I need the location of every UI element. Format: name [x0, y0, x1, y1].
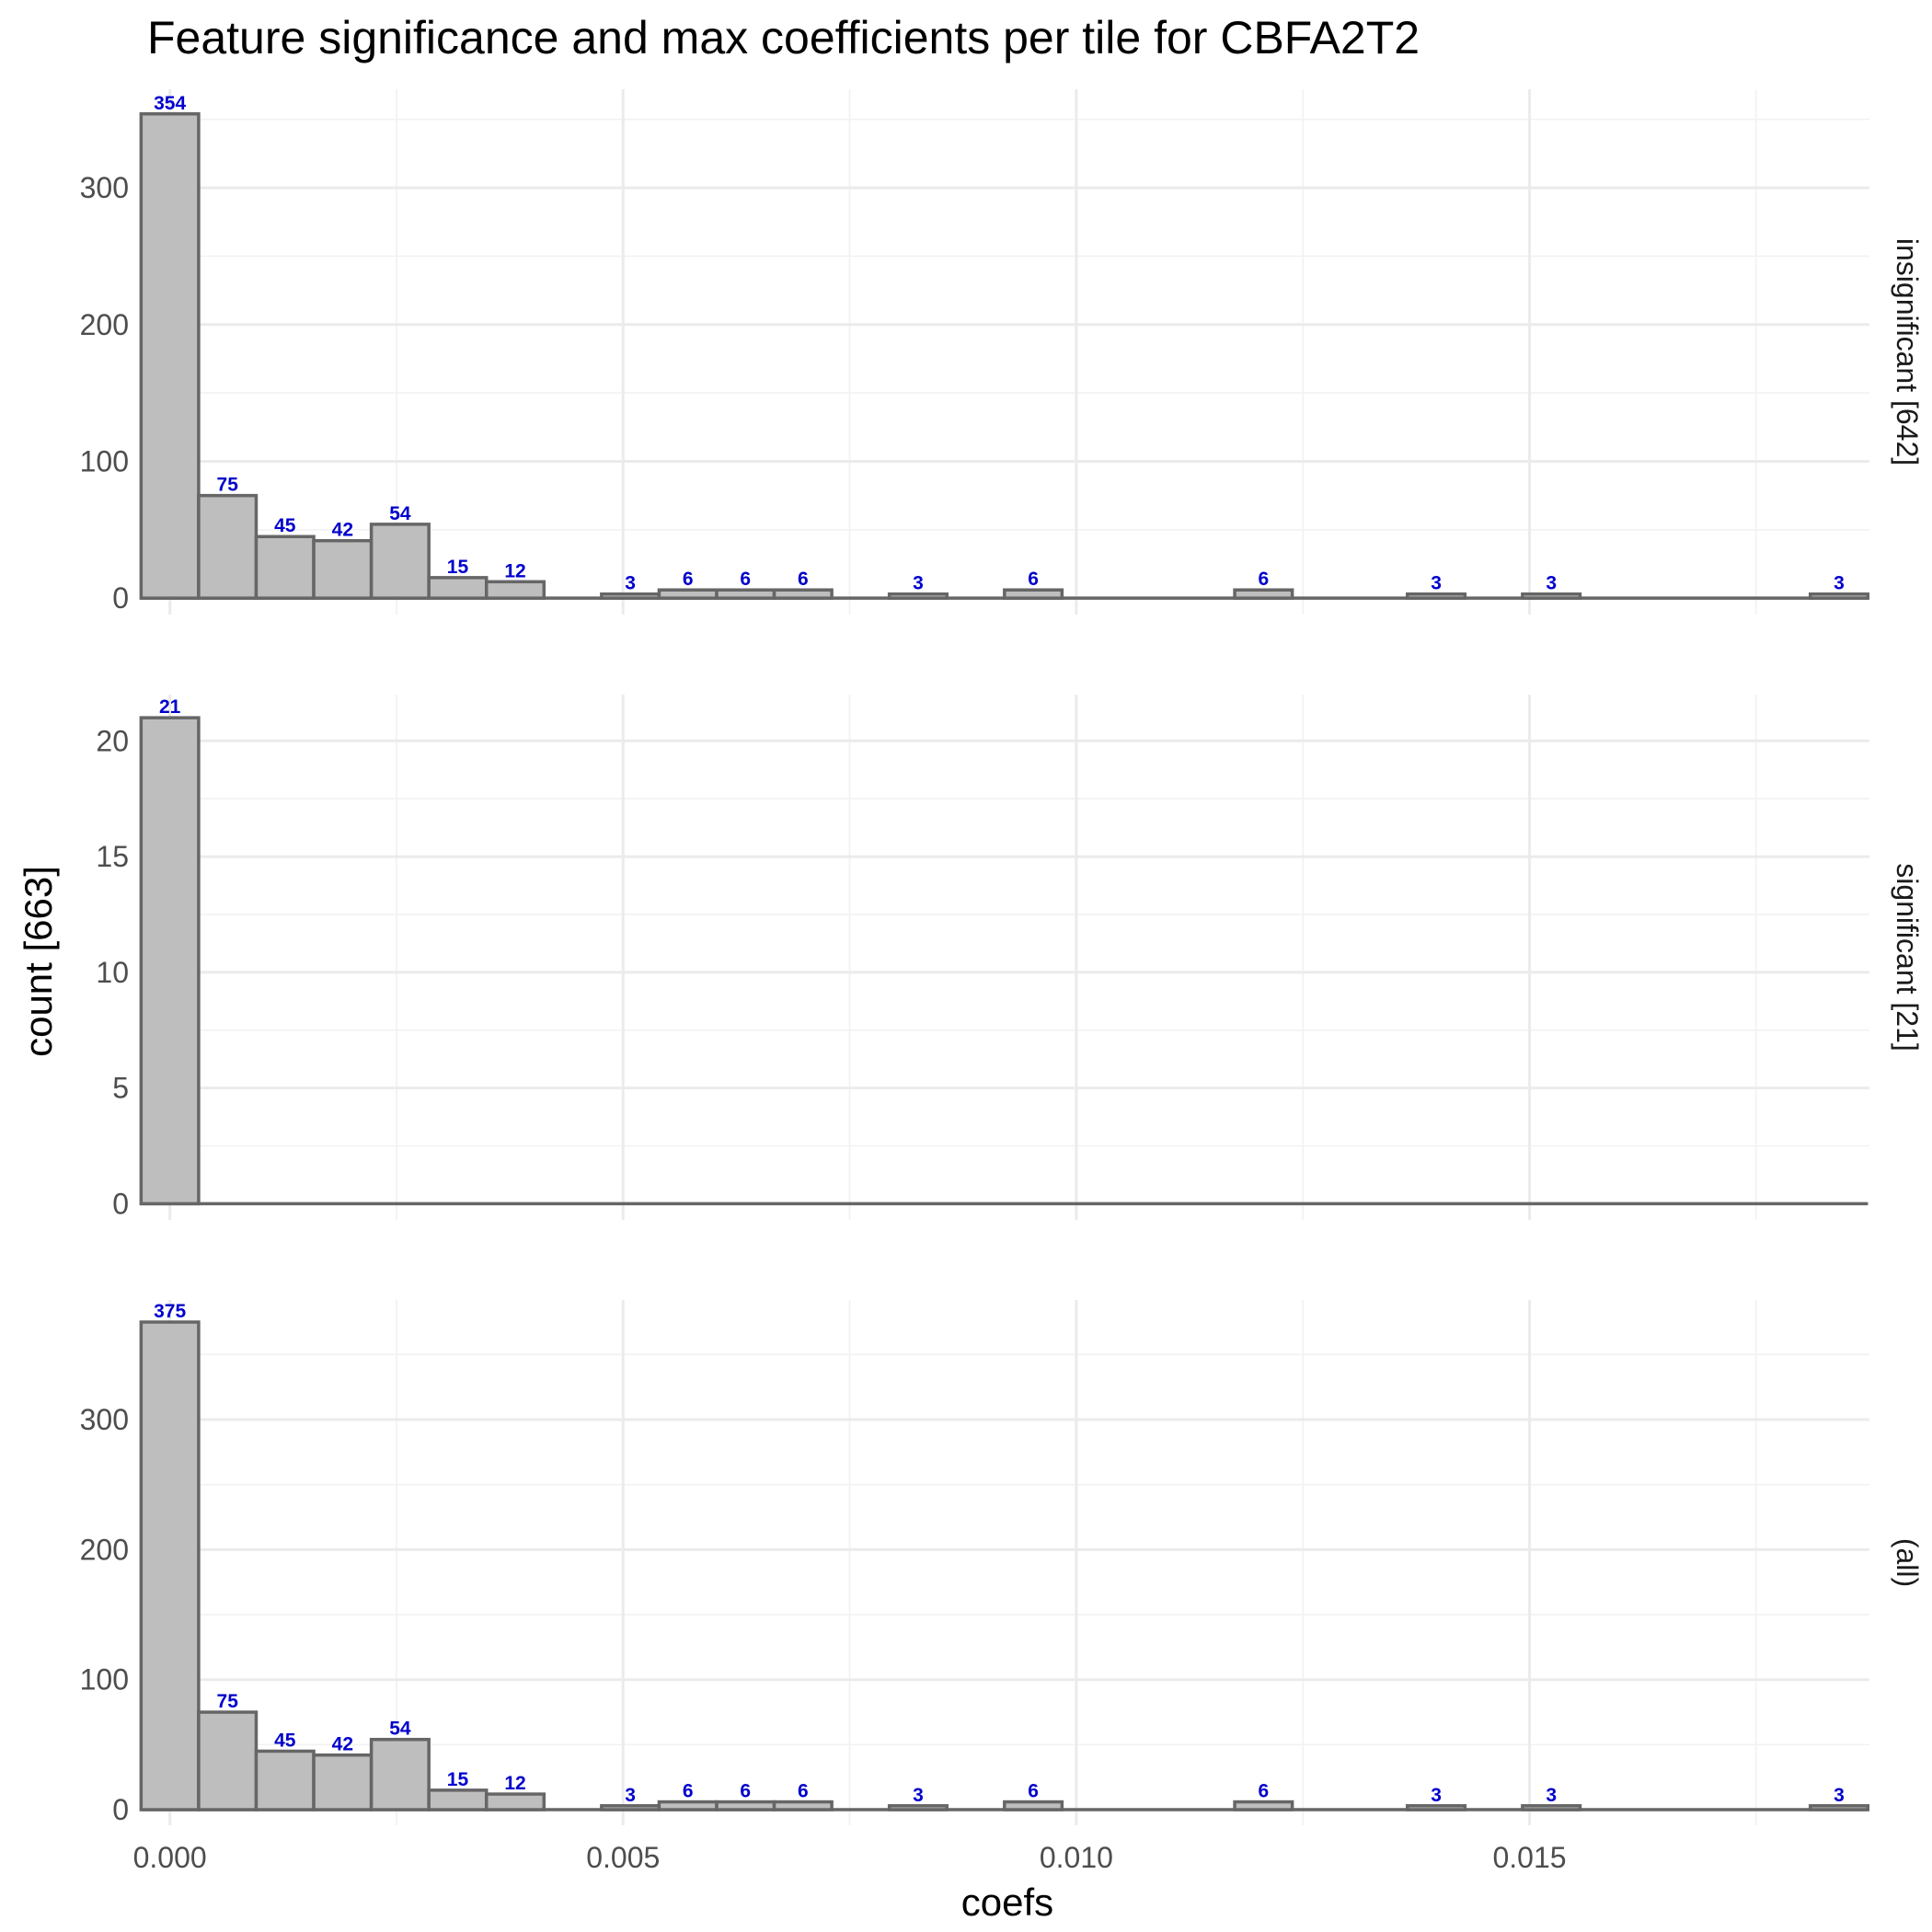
panel-significant: 0 5 10 15 20 21 significant [21] [96, 695, 1924, 1220]
histogram-bar [1808, 1804, 1870, 1811]
histogram-bar [1233, 588, 1294, 600]
bar-count-label: 3 [913, 1785, 924, 1806]
bar-count-label: 354 [154, 93, 186, 114]
histogram-bar [139, 112, 201, 600]
histogram-bar [1003, 588, 1064, 600]
histogram-bar [1233, 1800, 1294, 1811]
facet-strip-label: significant [21] [1891, 863, 1924, 1052]
x-tick-label: 0.010 [1040, 1841, 1113, 1874]
histogram-bar [369, 523, 431, 600]
bar-count-label: 3 [625, 1785, 636, 1806]
bar-count-label: 21 [159, 696, 181, 718]
x-tick-label: 0.015 [1492, 1841, 1566, 1874]
histogram-bar [254, 1749, 316, 1811]
histogram-bar [197, 1710, 259, 1811]
x-axis-ticks: 0.000 0.005 0.010 0.015 [133, 1841, 1567, 1874]
y-tick-label: 10 [96, 956, 129, 989]
bar-count-label: 42 [332, 1734, 353, 1755]
bar-count-label: 375 [154, 1301, 186, 1322]
histogram-bar [484, 1792, 546, 1811]
y-tick-label: 100 [80, 444, 129, 477]
bar-count-label: 42 [332, 520, 353, 541]
histogram-bar [197, 493, 259, 600]
bar-count-label: 75 [217, 1691, 239, 1712]
histogram-bar [600, 592, 661, 600]
y-tick-label: 100 [80, 1663, 129, 1696]
x-tick-label: 0.005 [586, 1841, 660, 1874]
histogram-bar [1808, 592, 1870, 600]
bar-count-label: 3 [1431, 573, 1442, 594]
bar-count-label: 54 [389, 1719, 411, 1740]
y-tick-label: 0 [112, 581, 129, 615]
bar-count-label: 3 [1546, 573, 1557, 594]
histogram-bar [657, 588, 719, 600]
bar-count-label: 6 [740, 1781, 751, 1802]
histogram-bar [427, 1788, 489, 1811]
histogram-bar [772, 1800, 834, 1811]
histogram-bar [887, 592, 949, 600]
bar-count-label: 3 [1834, 1785, 1845, 1806]
x-tick-label: 0.000 [133, 1841, 207, 1874]
y-tick-label: 300 [80, 1403, 129, 1436]
facet-strip-label: insignificant [642] [1891, 238, 1924, 466]
bar-count-label: 12 [504, 560, 525, 581]
histogram-bar [715, 1800, 776, 1811]
histogram-bar [772, 588, 834, 600]
bar-count-label: 6 [798, 1781, 809, 1802]
bar-count-label: 75 [217, 475, 239, 496]
bar-count-label: 6 [683, 1781, 694, 1802]
bar-count-label: 6 [1028, 1781, 1039, 1802]
y-tick-label: 200 [80, 1533, 129, 1566]
histogram-bar [139, 1320, 201, 1811]
x-axis-label: coefs [961, 1880, 1053, 1924]
histogram-bar [1003, 1800, 1064, 1811]
histogram-bar [1406, 1804, 1467, 1811]
histogram-bar [600, 1804, 661, 1811]
bar-count-label: 15 [447, 1769, 469, 1790]
y-tick-label: 20 [96, 724, 129, 757]
y-tick-label: 0 [112, 1793, 129, 1826]
y-axis-label: count [663] [17, 866, 60, 1057]
chart-title: Feature significance and max coefficient… [147, 12, 1420, 63]
bar-count-label: 45 [274, 1730, 296, 1751]
histogram-bar [1521, 592, 1582, 600]
histogram-bar [1406, 592, 1467, 600]
histogram-bar [657, 1800, 719, 1811]
histogram-bar [369, 1737, 431, 1811]
bar-count-label: 6 [1028, 569, 1039, 590]
bar-count-label: 3 [625, 573, 636, 594]
histogram-bar [312, 538, 374, 600]
bar-count-label: 3 [1546, 1785, 1557, 1806]
y-tick-label: 200 [80, 308, 129, 341]
histogram-bar [427, 576, 489, 600]
histogram-bar [312, 1753, 374, 1811]
bar-count-label: 6 [740, 569, 751, 590]
bar-count-label: 3 [1431, 1785, 1442, 1806]
histogram-bar [484, 580, 546, 600]
bar-count-label: 6 [798, 569, 809, 590]
y-tick-label: 300 [80, 171, 129, 204]
bar-count-label: 6 [1259, 569, 1270, 590]
facet-strip-label: (all) [1891, 1538, 1924, 1587]
bar-count-label: 3 [913, 573, 924, 594]
bar-count-label: 6 [1259, 1781, 1270, 1802]
histogram-bar [1521, 1804, 1582, 1811]
bar-count-label: 54 [389, 503, 411, 524]
bar-count-label: 15 [447, 557, 469, 578]
histogram-bar [139, 716, 201, 1206]
panel-all: 0 100 200 300 375 75 45 42 54 15 12 3 6 6 6 3 6 6 3 3 3 (all) [80, 1300, 1924, 1826]
panel-insignificant: 0 100 200 300 354 75 45 42 54 15 12 3 6 6 6 3 6 6 3 3 3 insig… [80, 89, 1924, 615]
bar-count-label: 12 [504, 1773, 525, 1794]
bar-count-label: 6 [683, 569, 694, 590]
y-tick-label: 15 [96, 840, 129, 873]
y-tick-label: 5 [112, 1072, 129, 1105]
histogram-bar [715, 588, 776, 600]
histogram-bar [887, 1804, 949, 1811]
y-tick-label: 0 [112, 1187, 129, 1220]
bar-count-label: 45 [274, 515, 296, 536]
bar-count-label: 3 [1834, 573, 1845, 594]
histogram-bar [254, 535, 316, 600]
